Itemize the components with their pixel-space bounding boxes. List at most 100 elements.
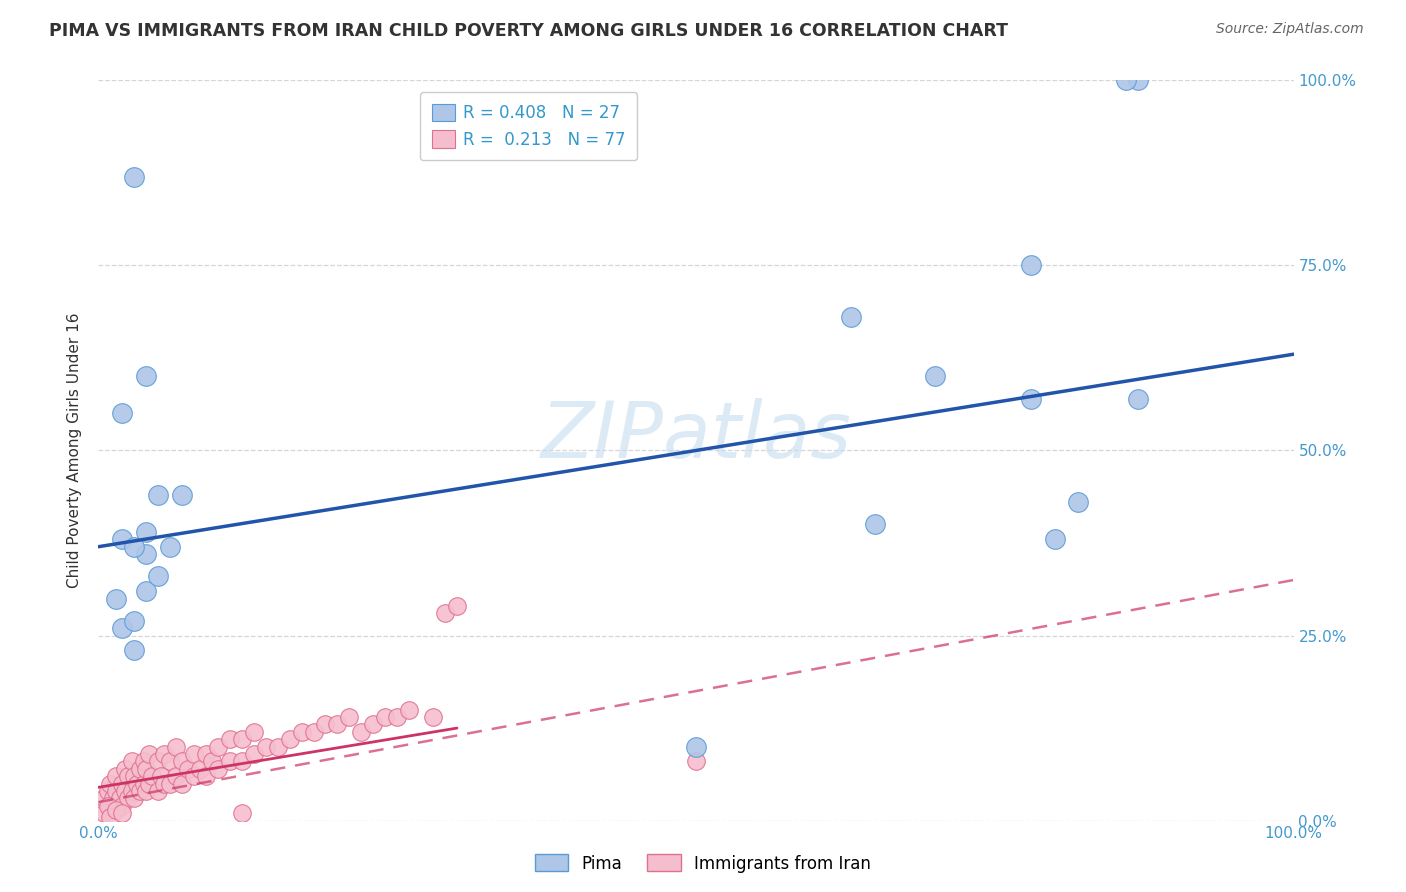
- Point: [243, 747, 266, 761]
- Legend: R = 0.408   N = 27, R =  0.213   N = 77: R = 0.408 N = 27, R = 0.213 N = 77: [420, 92, 637, 161]
- Point: [865, 517, 887, 532]
- Point: [135, 524, 157, 539]
- Point: [165, 769, 187, 783]
- Point: [924, 369, 946, 384]
- Point: [138, 747, 160, 761]
- Point: [1019, 259, 1042, 273]
- Point: [114, 784, 136, 798]
- Point: [124, 791, 146, 805]
- Point: [132, 755, 155, 769]
- Point: [93, 791, 115, 805]
- Point: [124, 614, 146, 628]
- Point: [172, 776, 194, 791]
- Point: [98, 798, 122, 813]
- Point: [98, 776, 122, 791]
- Point: [125, 776, 148, 791]
- Point: [159, 755, 181, 769]
- Point: [219, 755, 242, 769]
- Point: [129, 762, 152, 776]
- Point: [231, 732, 253, 747]
- Point: [105, 591, 128, 606]
- Point: [124, 169, 146, 184]
- Point: [172, 488, 194, 502]
- Point: [315, 717, 337, 731]
- Point: [446, 599, 468, 613]
- Point: [291, 724, 314, 739]
- Point: [101, 791, 124, 805]
- Point: [398, 703, 420, 717]
- Point: [124, 643, 146, 657]
- Point: [422, 710, 444, 724]
- Point: [111, 776, 134, 791]
- Point: [1019, 392, 1042, 406]
- Point: [195, 769, 218, 783]
- Point: [207, 739, 229, 754]
- Point: [188, 762, 211, 776]
- Point: [135, 369, 157, 384]
- Point: [302, 724, 325, 739]
- Point: [243, 724, 266, 739]
- Point: [231, 755, 253, 769]
- Point: [97, 784, 120, 798]
- Point: [111, 407, 134, 421]
- Point: [132, 776, 155, 791]
- Point: [363, 717, 385, 731]
- Point: [339, 710, 361, 724]
- Point: [114, 762, 136, 776]
- Point: [129, 784, 152, 798]
- Point: [685, 739, 707, 754]
- Text: Source: ZipAtlas.com: Source: ZipAtlas.com: [1216, 22, 1364, 37]
- Point: [149, 769, 172, 783]
- Point: [1128, 392, 1150, 406]
- Point: [219, 732, 242, 747]
- Point: [105, 784, 128, 798]
- Point: [141, 769, 163, 783]
- Point: [278, 732, 301, 747]
- Point: [97, 798, 120, 813]
- Point: [135, 547, 157, 561]
- Point: [201, 755, 224, 769]
- Point: [153, 747, 176, 761]
- Point: [172, 755, 194, 769]
- Y-axis label: Child Poverty Among Girls Under 16: Child Poverty Among Girls Under 16: [67, 313, 83, 588]
- Point: [98, 810, 122, 824]
- Point: [195, 747, 218, 761]
- Point: [177, 762, 200, 776]
- Point: [111, 621, 134, 635]
- Point: [165, 739, 187, 754]
- Point: [326, 717, 349, 731]
- Point: [207, 762, 229, 776]
- Point: [148, 569, 170, 583]
- Point: [108, 791, 131, 805]
- Point: [434, 607, 457, 621]
- Point: [117, 769, 139, 783]
- Point: [148, 755, 170, 769]
- Point: [841, 310, 863, 325]
- Point: [385, 710, 409, 724]
- Point: [685, 755, 707, 769]
- Point: [135, 762, 157, 776]
- Point: [350, 724, 373, 739]
- Point: [1128, 73, 1150, 87]
- Point: [121, 784, 143, 798]
- Point: [1115, 73, 1137, 87]
- Point: [1067, 495, 1090, 509]
- Point: [138, 776, 160, 791]
- Point: [124, 769, 146, 783]
- Point: [148, 488, 170, 502]
- Point: [1043, 533, 1066, 547]
- Legend: Pima, Immigrants from Iran: Pima, Immigrants from Iran: [529, 847, 877, 880]
- Text: PIMA VS IMMIGRANTS FROM IRAN CHILD POVERTY AMONG GIRLS UNDER 16 CORRELATION CHAR: PIMA VS IMMIGRANTS FROM IRAN CHILD POVER…: [49, 22, 1008, 40]
- Point: [105, 769, 128, 783]
- Point: [117, 791, 139, 805]
- Point: [111, 798, 134, 813]
- Point: [159, 540, 181, 554]
- Point: [231, 806, 253, 821]
- Point: [159, 776, 181, 791]
- Point: [111, 533, 134, 547]
- Point: [111, 806, 134, 821]
- Point: [135, 584, 157, 599]
- Point: [183, 769, 205, 783]
- Point: [105, 803, 128, 817]
- Point: [254, 739, 277, 754]
